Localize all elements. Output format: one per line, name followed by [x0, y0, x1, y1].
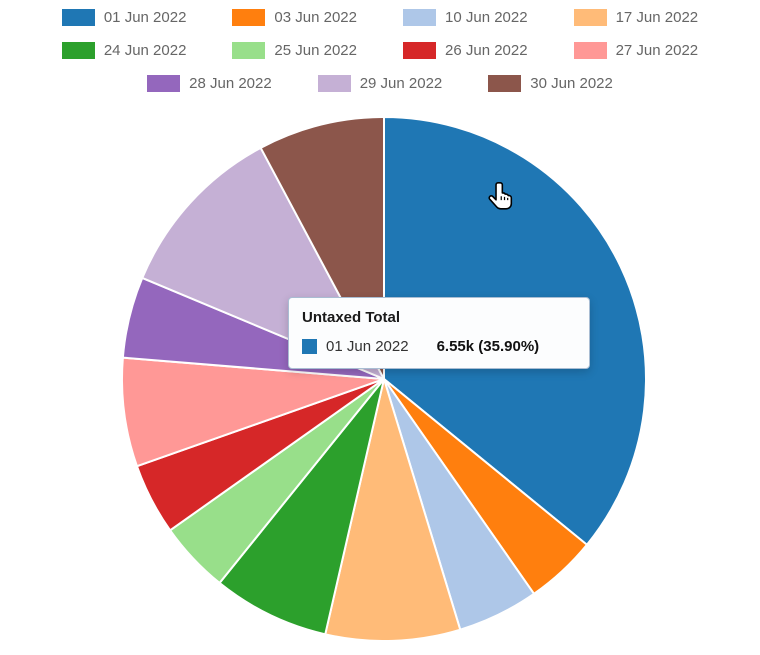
legend-label: 24 Jun 2022	[103, 42, 187, 59]
legend-swatch	[61, 9, 95, 26]
legend-label: 25 Jun 2022	[274, 42, 357, 59]
legend-swatch	[232, 9, 266, 26]
legend-item-03-jun-2022[interactable]: 03 Jun 2022	[232, 9, 357, 26]
cursor-pointer-icon	[488, 182, 513, 210]
legend-label: 29 Jun 2022	[359, 75, 443, 92]
chart-tooltip: Untaxed Total 01 Jun 2022 6.55k (35.90%)	[288, 297, 590, 369]
legend-label: 17 Jun 2022	[615, 9, 699, 26]
legend-row: 01 Jun 2022 03 Jun 2022 10 Jun 2022 17 Jun …	[61, 9, 699, 26]
legend-swatch	[232, 42, 266, 59]
legend-swatch	[61, 42, 95, 59]
legend-label: 27 Jun 2022	[615, 42, 699, 59]
legend-label: 10 Jun 2022	[445, 9, 528, 26]
legend-swatch	[573, 9, 607, 26]
tooltip-title: Untaxed Total	[302, 309, 401, 326]
legend-swatch	[573, 42, 607, 59]
legend-item-10-jun-2022[interactable]: 10 Jun 2022	[403, 9, 528, 26]
legend-item-26-jun-2022[interactable]: 26 Jun 2022	[403, 42, 528, 59]
tooltip-series-label: 01 Jun 2022	[326, 338, 409, 355]
pie-slice-27-jun-2022[interactable]	[121, 356, 385, 468]
legend-item-17-jun-2022[interactable]: 17 Jun 2022	[573, 9, 699, 26]
legend-swatch	[403, 42, 436, 59]
legend-item-01-jun-2022[interactable]: 01 Jun 2022	[61, 9, 187, 26]
legend-item-30-jun-2022[interactable]: 30 Jun 2022	[488, 75, 613, 92]
legend-item-28-jun-2022[interactable]: 28 Jun 2022	[147, 75, 272, 92]
legend-swatch	[488, 75, 522, 92]
legend-label: 30 Jun 2022	[530, 75, 613, 92]
pie-slice-24-jun-2022[interactable]	[218, 378, 385, 636]
pie-slice-17-jun-2022[interactable]	[324, 378, 462, 642]
legend-swatch	[147, 75, 181, 92]
legend-item-27-jun-2022[interactable]: 27 Jun 2022	[573, 42, 699, 59]
legend-swatch	[403, 9, 436, 26]
legend-row: 28 Jun 2022 29 Jun 2022 30 Jun 2022	[147, 75, 613, 92]
chart-legend: 01 Jun 2022 03 Jun 2022 10 Jun 2022 17 Jun …	[0, 9, 760, 92]
legend-label: 28 Jun 2022	[189, 75, 272, 92]
legend-swatch	[317, 75, 351, 92]
legend-label: 01 Jun 2022	[103, 9, 187, 26]
legend-item-24-jun-2022[interactable]: 24 Jun 2022	[61, 42, 187, 59]
tooltip-series-swatch	[302, 339, 317, 354]
legend-item-25-jun-2022[interactable]: 25 Jun 2022	[232, 42, 357, 59]
legend-item-29-jun-2022[interactable]: 29 Jun 2022	[317, 75, 443, 92]
tooltip-row: 01 Jun 2022 6.55k (35.90%)	[302, 338, 576, 355]
legend-label: 03 Jun 2022	[274, 9, 357, 26]
tooltip-value: 6.55k (35.90%)	[436, 338, 540, 355]
legend-row: 24 Jun 2022 25 Jun 2022 26 Jun 2022 27 Jun …	[61, 42, 699, 59]
legend-label: 26 Jun 2022	[445, 42, 528, 59]
